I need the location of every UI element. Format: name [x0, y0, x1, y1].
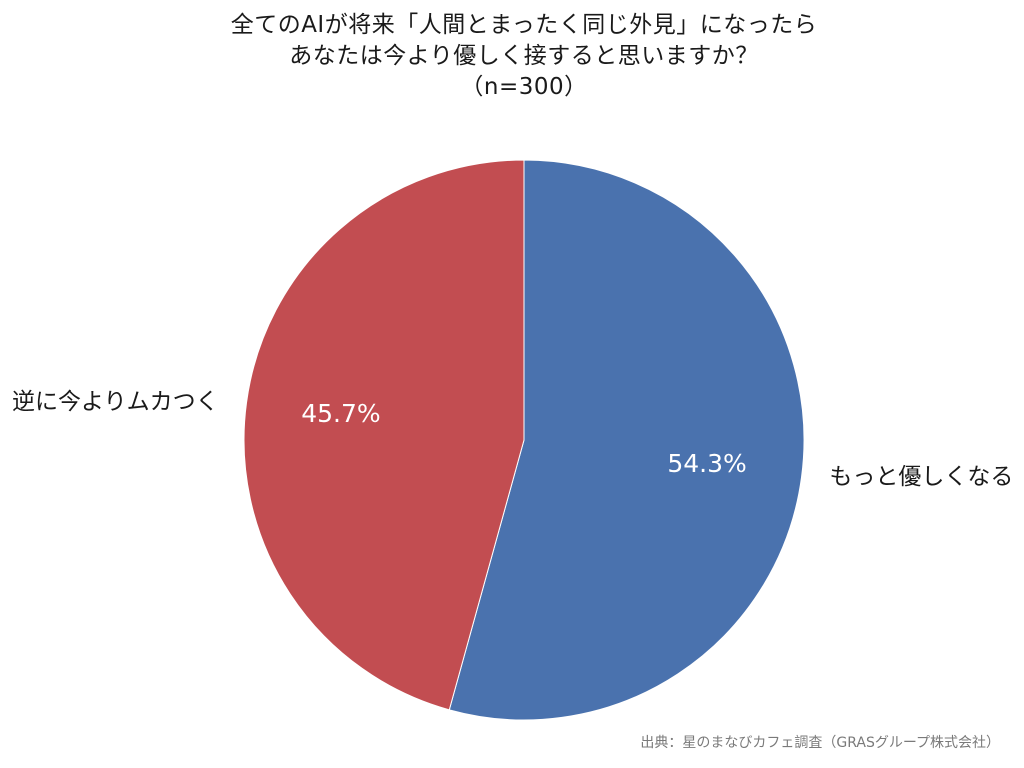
pie-slice-2 — [243, 159, 525, 711]
chart-title-line-2: あなたは今より優しく接すると思いますか？ — [289, 43, 759, 69]
chart-title-line-1: 全てのAIが将来「人間とまったく同じ外見」になったら — [230, 12, 818, 38]
pie-slice-1-value-label: 54.3% — [667, 449, 746, 478]
pie-slice-1-category-label: もっと優しくなる — [829, 464, 1013, 490]
pie-slice-1 — [448, 159, 805, 721]
source-note: 出典：星のまなびカフェ調査（GRASグループ株式会社） — [640, 735, 1000, 751]
pie-slice-2-value-label: 45.7% — [301, 399, 380, 428]
pie-slice-2-category-label: 逆に今よりムカつく — [12, 389, 219, 415]
chart-title-line-3: （n=300） — [460, 74, 588, 100]
chart-title: 全てのAIが将来「人間とまったく同じ外見」になったら あなたは今より優しく接する… — [0, 10, 1024, 103]
